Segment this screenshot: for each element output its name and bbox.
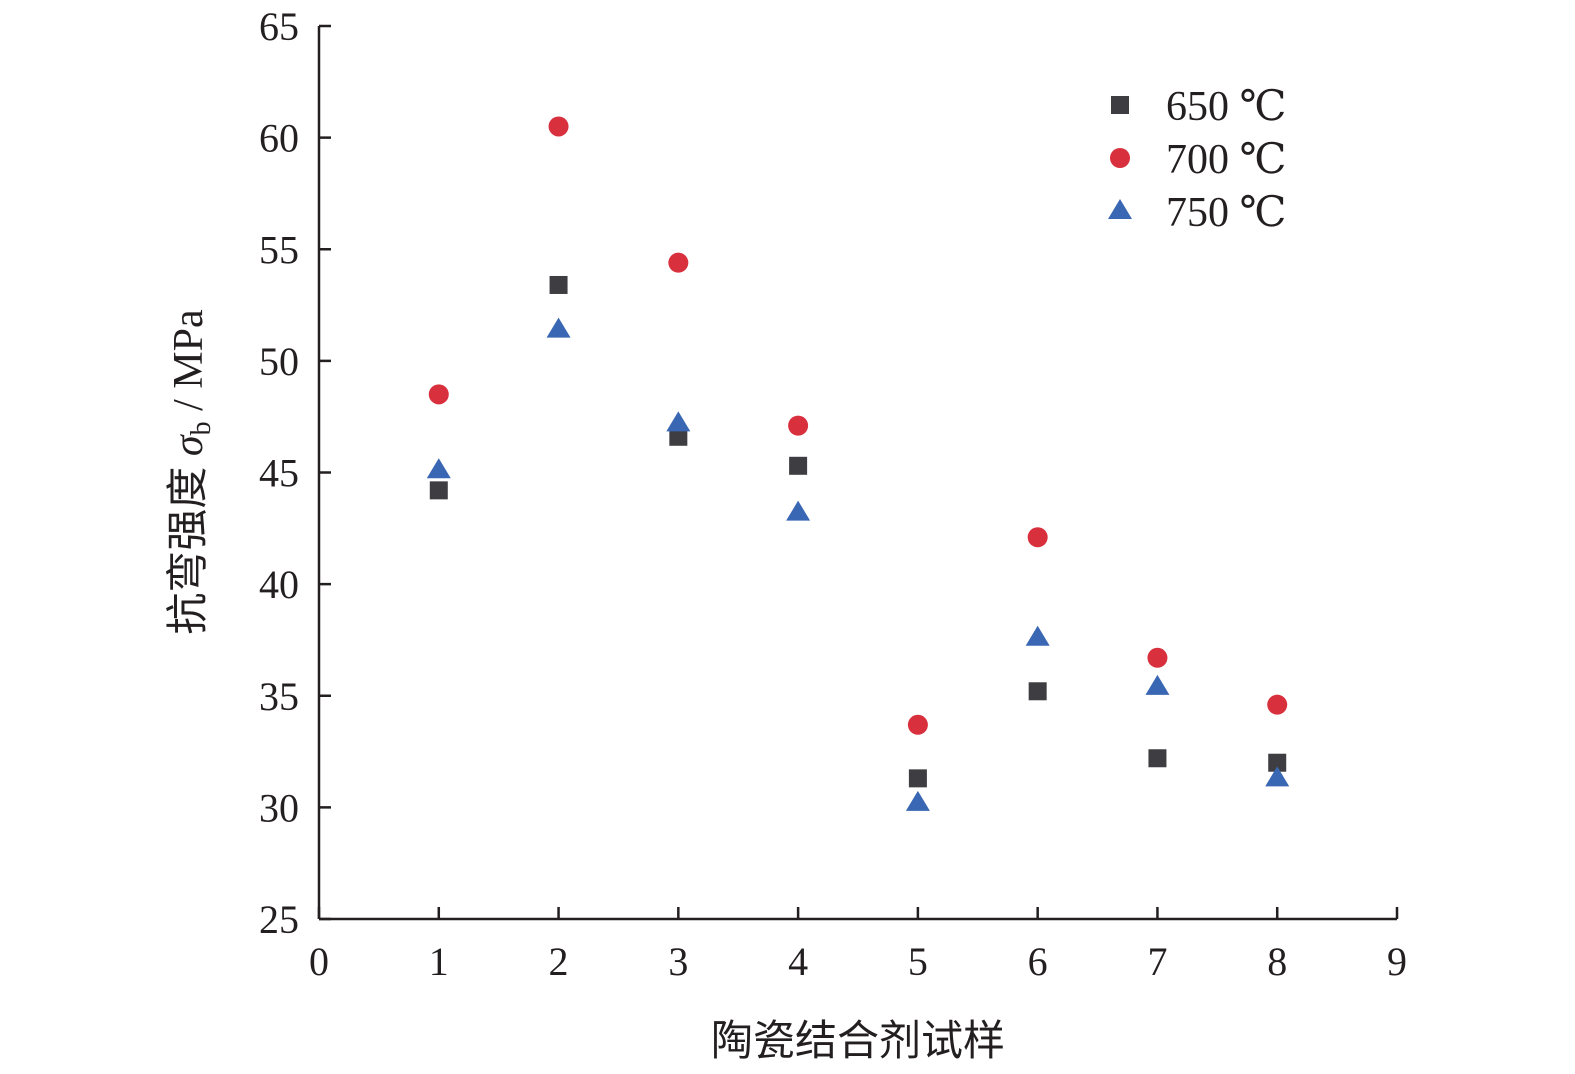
- x-axis-title: 陶瓷结合剂试样: [711, 1019, 1005, 1065]
- x-tick-label: 9: [1387, 939, 1407, 984]
- x-tick-label: 1: [429, 939, 449, 984]
- data-point-series-2: [1025, 625, 1050, 646]
- y-axis-title: 抗弯强度 σb / MPa: [165, 309, 217, 635]
- y-tick-label: 60: [259, 116, 299, 161]
- data-point-series-0: [1148, 749, 1167, 768]
- y-ticks: 25 30 35 40 45 50 55 60 65: [259, 4, 331, 942]
- legend-label: 750 ℃: [1166, 190, 1286, 236]
- data-point-series-0: [429, 481, 448, 500]
- data-point-series-2: [905, 790, 930, 811]
- x-tick-label: 2: [549, 939, 569, 984]
- data-point-series-1: [788, 415, 809, 436]
- x-tick-label: 5: [908, 939, 928, 984]
- data-point-series-0: [1028, 682, 1047, 701]
- x-tick-label: 7: [1147, 939, 1167, 984]
- data-point-series-0: [1268, 753, 1287, 772]
- legend-marker-series-2: [1108, 199, 1132, 219]
- data-point-series-2: [1145, 674, 1170, 695]
- y-axis-title-symbol: σ: [166, 433, 212, 456]
- y-tick-label: 40: [259, 562, 299, 607]
- y-axis-title-subscript: b: [186, 421, 217, 435]
- y-axis-title-main: 抗弯强度: [165, 456, 212, 635]
- data-point-series-0: [549, 275, 568, 294]
- data-point-series-0: [669, 427, 688, 446]
- data-point-series-2: [546, 317, 571, 338]
- y-axis-title-unit: / MPa: [166, 309, 212, 421]
- data-point-series-1: [907, 714, 928, 735]
- data-point-series-1: [1027, 527, 1048, 548]
- legend-label: 650 ℃: [1166, 84, 1286, 130]
- legend: 650 ℃ 700 ℃ 750 ℃: [1108, 84, 1286, 236]
- y-tick-label: 65: [259, 4, 299, 49]
- data-point-series-1: [1147, 647, 1168, 668]
- y-tick-label: 35: [259, 674, 299, 719]
- data-points: [426, 116, 1290, 811]
- y-tick-label: 45: [259, 451, 299, 496]
- y-tick-label: 50: [259, 339, 299, 384]
- data-point-series-1: [1267, 694, 1288, 715]
- x-tick-label: 0: [309, 939, 329, 984]
- x-tick-label: 8: [1267, 939, 1287, 984]
- data-point-series-2: [786, 500, 811, 521]
- x-ticks: 0 1 2 3 4 5 6 7 8 9: [309, 907, 1407, 984]
- data-point-series-2: [666, 411, 691, 432]
- x-tick-label: 4: [788, 939, 808, 984]
- x-tick-label: 6: [1028, 939, 1048, 984]
- data-point-series-2: [426, 458, 451, 479]
- data-point-series-1: [548, 116, 569, 137]
- data-point-series-0: [908, 769, 927, 788]
- y-tick-label: 30: [259, 785, 299, 830]
- data-point-series-0: [789, 456, 808, 475]
- data-point-series-1: [428, 384, 449, 405]
- legend-label: 700 ℃: [1166, 137, 1286, 183]
- legend-marker-series-1: [1110, 148, 1130, 168]
- y-tick-label: 55: [259, 227, 299, 272]
- legend-marker-series-0: [1111, 96, 1129, 114]
- x-tick-label: 3: [668, 939, 688, 984]
- data-point-series-2: [1265, 766, 1290, 787]
- data-point-series-1: [668, 252, 689, 273]
- y-tick-label: 25: [259, 897, 299, 942]
